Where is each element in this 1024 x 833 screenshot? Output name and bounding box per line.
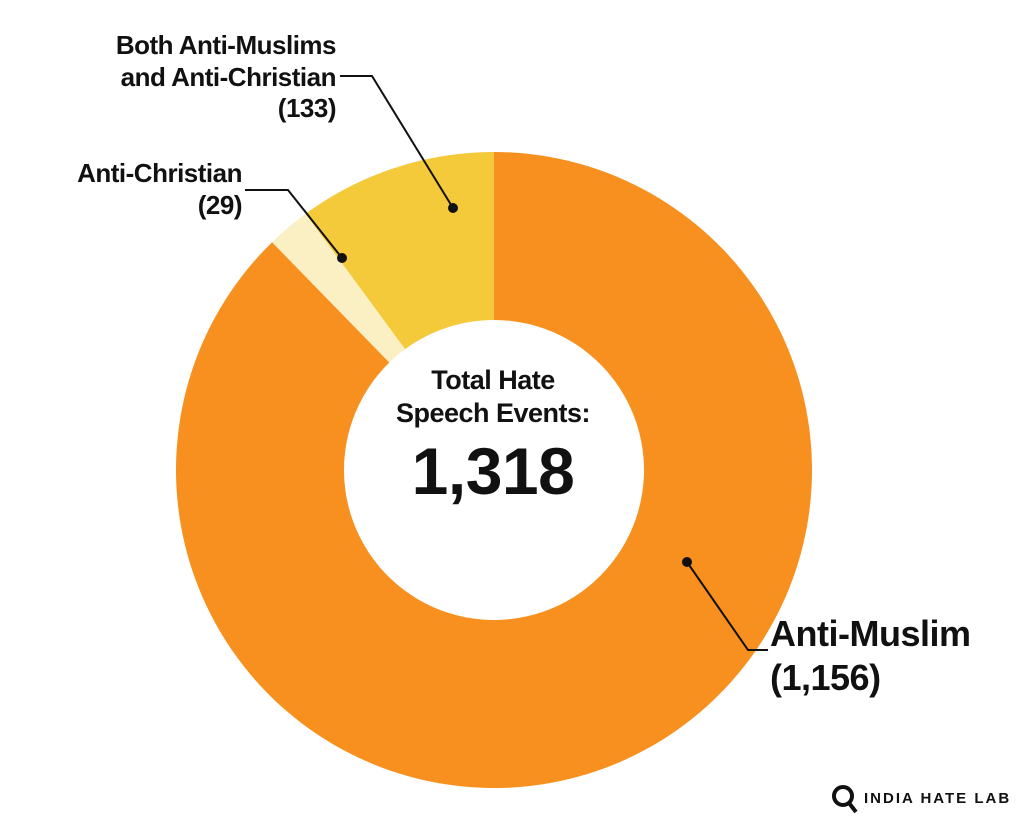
logo-ring — [832, 785, 854, 807]
label-anti-christian: Anti-Christian (29) — [77, 158, 242, 221]
leader-line — [340, 75, 454, 209]
label-anti-muslim: Anti-Muslim (1,156) — [770, 612, 971, 700]
category-label: Anti-Christian — [77, 158, 242, 188]
leader-dot — [448, 203, 458, 213]
leader-lines — [245, 75, 768, 651]
leader-line — [245, 189, 343, 259]
center-total: 1,318 — [411, 434, 575, 508]
leader-dot — [682, 557, 692, 567]
center-text: Total Hate Speech Events: — [395, 365, 591, 428]
category-label: Anti-Muslim — [770, 613, 971, 654]
slices — [176, 152, 812, 788]
value-label: (29) — [197, 189, 243, 220]
value-label: (1,156) — [770, 656, 881, 698]
leader-dot — [337, 253, 347, 263]
donut-slice — [272, 213, 406, 363]
leader-line — [686, 561, 768, 651]
value-label: (133) — [277, 93, 337, 124]
donut-slice — [305, 152, 494, 350]
category-label: Both Anti-Muslims and Anti-Christian — [115, 30, 337, 92]
source-logo: INDIA HATE LAB — [864, 790, 1012, 807]
donut-slice — [176, 152, 812, 788]
label-both: Both Anti-Muslims and Anti-Christian (13… — [106, 30, 337, 125]
logo-handle — [847, 801, 858, 814]
logo-icon — [832, 785, 858, 814]
